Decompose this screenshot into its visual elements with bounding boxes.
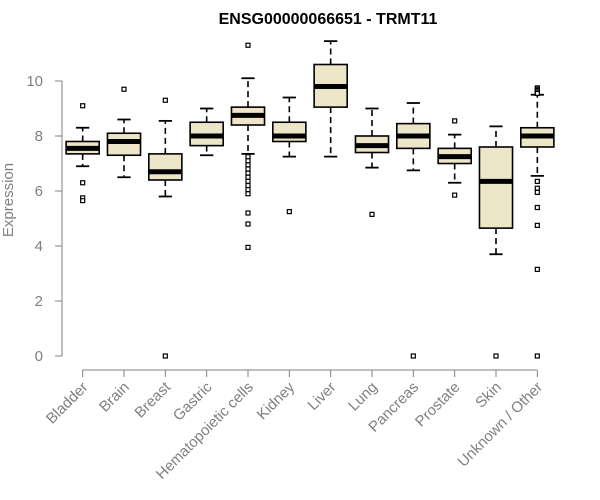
outlier-point (493, 353, 499, 359)
outlier-point (245, 187, 251, 193)
box-breast (148, 97, 183, 359)
box-gastric (189, 107, 224, 157)
outlier-point (534, 178, 540, 184)
x-tick-label: Breast (131, 378, 174, 421)
box-liver (313, 40, 348, 158)
outlier-point (534, 222, 540, 228)
outlier-point (245, 244, 251, 250)
outlier-point (80, 180, 86, 186)
outlier-point (452, 192, 458, 198)
x-tick-label: Lung (345, 379, 381, 415)
outlier-point (534, 353, 540, 359)
outlier-point (534, 204, 540, 211)
box-iqr (271, 121, 307, 143)
outlier-point (245, 174, 251, 180)
outlier-point (245, 191, 251, 197)
outlier-point (245, 166, 251, 172)
outlier-point (286, 209, 292, 215)
outlier-point (245, 221, 251, 227)
box-unknown-other (519, 85, 555, 359)
boxes-group (65, 40, 555, 359)
y-tick-label: 2 (35, 293, 43, 310)
outlier-point (534, 189, 540, 195)
y-tick-label: 8 (35, 128, 43, 145)
box-prostate (437, 118, 472, 198)
outlier-point (452, 118, 458, 124)
outlier-point (162, 353, 168, 359)
box-iqr (106, 132, 142, 157)
outlier-point (534, 185, 540, 191)
outlier-point (162, 97, 168, 103)
outlier-point (245, 162, 251, 168)
outlier-point (534, 266, 540, 272)
box-hematopoietic-cells (230, 42, 266, 250)
outlier-point (245, 170, 251, 176)
outlier-point (245, 154, 251, 160)
outlier-point (410, 353, 416, 359)
x-tick-label: Bladder (43, 379, 92, 428)
box-iqr (478, 146, 514, 229)
box-lung (354, 107, 390, 217)
x-tick-label: Brain (96, 379, 133, 416)
y-tick-label: 6 (35, 183, 43, 200)
outlier-point (245, 158, 251, 164)
x-tick-label: Skin (472, 379, 505, 412)
box-skin (478, 125, 514, 359)
outlier-point (121, 86, 127, 92)
box-iqr (148, 153, 183, 181)
outlier-point (80, 103, 86, 109)
y-tick-label: 10 (26, 73, 43, 90)
x-tick-label: Liver (304, 379, 339, 414)
y-tick-label: 0 (35, 348, 43, 365)
y-axis-label: Expression (0, 163, 17, 237)
outlier-point (245, 178, 251, 184)
outlier-point (245, 210, 251, 216)
x-tick-label: Prostate (412, 379, 464, 431)
outlier-point (369, 211, 375, 217)
box-kidney (271, 96, 307, 215)
box-pancreas (395, 102, 431, 359)
outlier-point (245, 182, 251, 189)
box-bladder (65, 103, 100, 204)
outlier-point (534, 90, 540, 96)
x-tick-label: Kidney (254, 378, 299, 423)
box-brain (106, 86, 142, 179)
outlier-point (245, 42, 251, 48)
y-tick-label: 4 (35, 238, 43, 255)
outlier-point (80, 198, 86, 204)
chart-title: ENSG00000066651 - TRMT11 (219, 11, 438, 28)
